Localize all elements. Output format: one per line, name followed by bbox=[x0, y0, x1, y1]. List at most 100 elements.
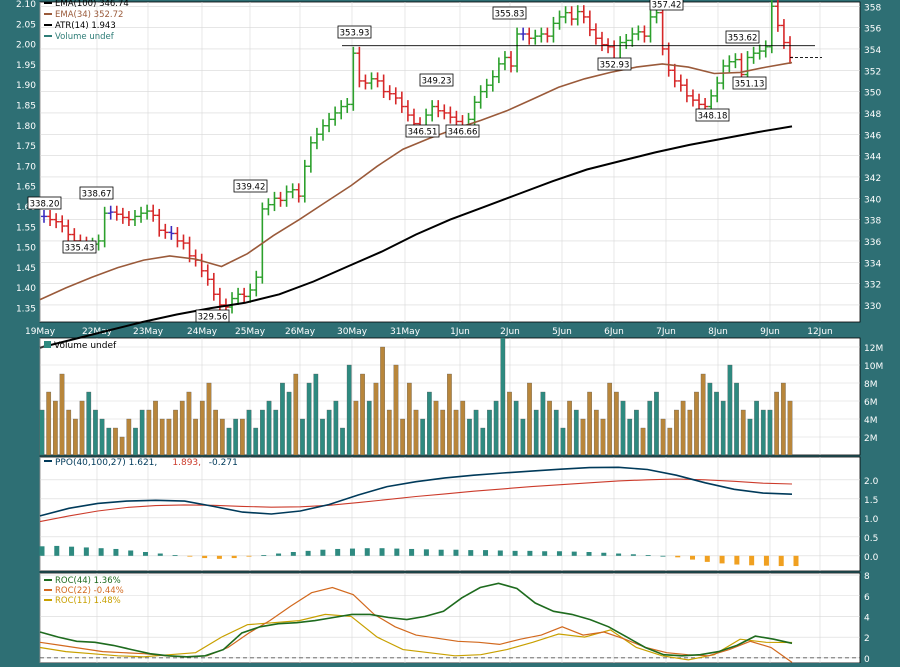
volume-bar bbox=[113, 427, 118, 456]
ppo-tick-label: 1.5 bbox=[864, 496, 878, 506]
roc-legend-label: ROC(44) 1.36% bbox=[55, 576, 121, 586]
volume-bar bbox=[553, 409, 559, 456]
ppo-histogram-bar bbox=[187, 555, 193, 557]
volume-bar bbox=[146, 409, 152, 456]
volume-bar bbox=[199, 400, 205, 456]
price-legend-label: Volume undef bbox=[55, 32, 115, 42]
vol-legend-label: Volume undef bbox=[54, 341, 117, 351]
price-label-box bbox=[79, 186, 114, 200]
ppo-histogram-bar bbox=[719, 555, 725, 564]
roc-legend-label: ROC(11) 1.48% bbox=[55, 596, 121, 606]
volume-bar bbox=[193, 418, 198, 456]
x-tick-label: 30May bbox=[337, 327, 368, 337]
ppo-histogram-bar bbox=[734, 555, 740, 565]
ppo-histogram-bar bbox=[349, 548, 355, 556]
volume-bar bbox=[106, 427, 112, 456]
ppo-tick-label: 0.5 bbox=[864, 534, 878, 544]
volume-bar bbox=[560, 427, 566, 456]
ppo-histogram-bar bbox=[305, 550, 311, 556]
ppo-histogram-bar bbox=[261, 555, 267, 556]
volume-bar bbox=[727, 364, 733, 456]
volume-bar bbox=[340, 427, 345, 456]
ppo-histogram-bar bbox=[704, 555, 710, 562]
volume-bar bbox=[620, 400, 626, 456]
ppo-histogram-bar bbox=[763, 555, 769, 566]
x-tick-label: 26May bbox=[285, 327, 316, 337]
volume-bar bbox=[614, 391, 619, 456]
ppo-histogram-bar bbox=[616, 553, 622, 556]
volume-bar bbox=[580, 418, 586, 456]
volume-bar bbox=[453, 409, 459, 456]
volume-bar bbox=[600, 418, 606, 456]
volume-bar bbox=[286, 391, 292, 456]
volume-bar bbox=[547, 400, 552, 456]
volume-bar bbox=[79, 400, 85, 456]
price-label-box bbox=[419, 73, 454, 87]
roc-legend-label: ROC(22) -0.44% bbox=[55, 586, 124, 596]
x-tick-label: 12Jun bbox=[807, 327, 833, 337]
ppo-histogram-bar bbox=[690, 555, 696, 560]
price-label-box bbox=[445, 124, 480, 138]
price-label-box bbox=[62, 240, 97, 254]
volume-bar bbox=[53, 400, 58, 456]
volume-bar bbox=[93, 409, 98, 456]
volume-bar bbox=[440, 409, 446, 456]
ppo-histogram-bar bbox=[438, 549, 444, 556]
price-label: 355.83 bbox=[495, 10, 525, 20]
price-label-box bbox=[337, 25, 372, 39]
volume-bar bbox=[480, 427, 486, 456]
right-tick-label: 358 bbox=[864, 3, 881, 13]
volume-bar bbox=[634, 409, 639, 456]
volume-bar bbox=[447, 373, 452, 456]
right-tick-label: 356 bbox=[864, 25, 881, 35]
volume-bar bbox=[740, 409, 746, 456]
left-tick-label: 1.80 bbox=[16, 122, 36, 132]
volume-bar bbox=[760, 409, 766, 456]
price-label-box bbox=[492, 6, 527, 20]
price-label: 349.23 bbox=[422, 77, 452, 87]
roc-tick-label: 0 bbox=[864, 655, 870, 663]
price-label: 357.42 bbox=[652, 1, 682, 11]
price-label-box bbox=[695, 108, 730, 122]
ppo-histogram-bar bbox=[660, 555, 666, 557]
volume-bar bbox=[734, 382, 739, 456]
volume-bar bbox=[246, 409, 252, 456]
ppo-signal-line bbox=[39, 478, 793, 523]
volume-bar bbox=[366, 400, 372, 456]
price-label: 339.42 bbox=[236, 183, 266, 193]
volume-bar bbox=[373, 382, 379, 456]
volume-bar bbox=[680, 400, 686, 456]
volume-bar bbox=[667, 427, 673, 456]
volume-bar bbox=[413, 409, 419, 456]
ppo-histogram-bar bbox=[202, 555, 208, 559]
roc-tick-label: 6 bbox=[864, 593, 870, 603]
volume-bar bbox=[86, 391, 92, 456]
ppo-histogram-bar bbox=[276, 553, 282, 556]
ppo-histogram-bar bbox=[497, 550, 503, 556]
volume-bar bbox=[533, 409, 539, 456]
ppo-histogram-bar bbox=[394, 548, 400, 556]
ppo-histogram-bar bbox=[290, 552, 296, 556]
volume-bar bbox=[687, 409, 693, 456]
volume-bar bbox=[520, 418, 526, 456]
vol-tick-label: 6M bbox=[864, 398, 878, 408]
volume-bar bbox=[353, 400, 359, 456]
price-label: 353.93 bbox=[340, 29, 370, 39]
x-tick-label: 25May bbox=[235, 327, 266, 337]
left-tick-label: 1.85 bbox=[16, 102, 36, 112]
volume-bar bbox=[386, 409, 392, 456]
price-label-box bbox=[405, 124, 440, 138]
left-tick-label: 1.65 bbox=[16, 183, 36, 193]
ppo-histogram-bar bbox=[231, 555, 237, 559]
ppo-histogram-bar bbox=[216, 555, 222, 559]
volume-bar bbox=[219, 418, 225, 456]
left-tick-label: 1.75 bbox=[16, 142, 36, 152]
ppo-histogram-bar bbox=[142, 552, 148, 556]
volume-bar bbox=[293, 373, 299, 456]
volume-bar bbox=[280, 382, 285, 456]
left-tick-label: 2.05 bbox=[16, 20, 36, 30]
volume-bar bbox=[119, 436, 125, 456]
ppo-histogram-bar bbox=[601, 552, 607, 556]
right-tick-label: 340 bbox=[864, 195, 881, 205]
price-label-box bbox=[649, 0, 684, 11]
